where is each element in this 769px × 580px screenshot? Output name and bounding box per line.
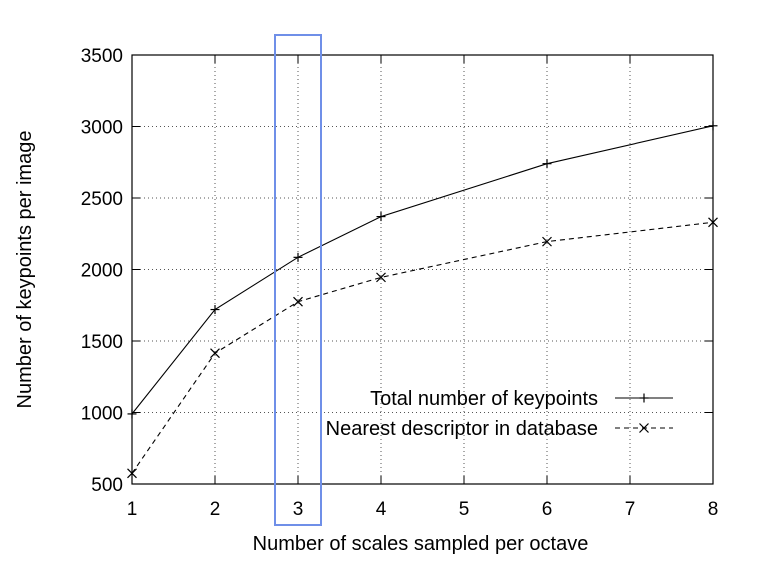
x-tick-label: 7 [625, 499, 636, 520]
legend-label-nearest-descriptor: Nearest descriptor in database [326, 418, 598, 440]
legend: Total number of keypoints Nearest descri… [326, 388, 673, 440]
grid-layer [132, 55, 713, 484]
legend-marker-1-b [639, 423, 649, 433]
y-tick-label: 2500 [81, 189, 123, 210]
x-axis-label: Number of scales sampled per octave [253, 533, 589, 555]
x-tick-label: 5 [459, 499, 470, 520]
y-tick-label: 2000 [81, 261, 123, 282]
data-point-series-1-b [293, 296, 303, 307]
legend-label-total-keypoints: Total number of keypoints [370, 388, 598, 410]
series-line-0 [131, 125, 714, 415]
highlight-box [274, 34, 322, 526]
series-layer [127, 121, 718, 479]
x-tick-label: 2 [210, 499, 221, 520]
data-point-series-1-b [210, 348, 220, 359]
y-tick-label: 3000 [81, 118, 123, 139]
x-tick-label: 6 [542, 499, 553, 520]
x-tick-label: 8 [708, 499, 719, 520]
y-tick-label: 1000 [81, 404, 123, 425]
data-point-series-1-b [542, 236, 552, 247]
y-axis-label: Number of keypoints per image [14, 131, 36, 409]
x-tick-label: 1 [127, 499, 138, 520]
y-tick-label: 500 [91, 475, 123, 496]
x-tick-label: 4 [376, 499, 387, 520]
y-tick-label: 3500 [81, 46, 123, 67]
data-point-series-1-b [708, 217, 718, 228]
data-point-series-1-b [127, 468, 137, 479]
series-line-1 [131, 221, 714, 474]
data-point-series-1-b [376, 272, 386, 283]
x-tick-label: 3 [293, 499, 304, 520]
tick-layer: 1 2 3 4 5 6 7 8 500 1000 1500 2000 2500 3000 3500 [81, 46, 719, 520]
y-tick-label: 1500 [81, 332, 123, 353]
